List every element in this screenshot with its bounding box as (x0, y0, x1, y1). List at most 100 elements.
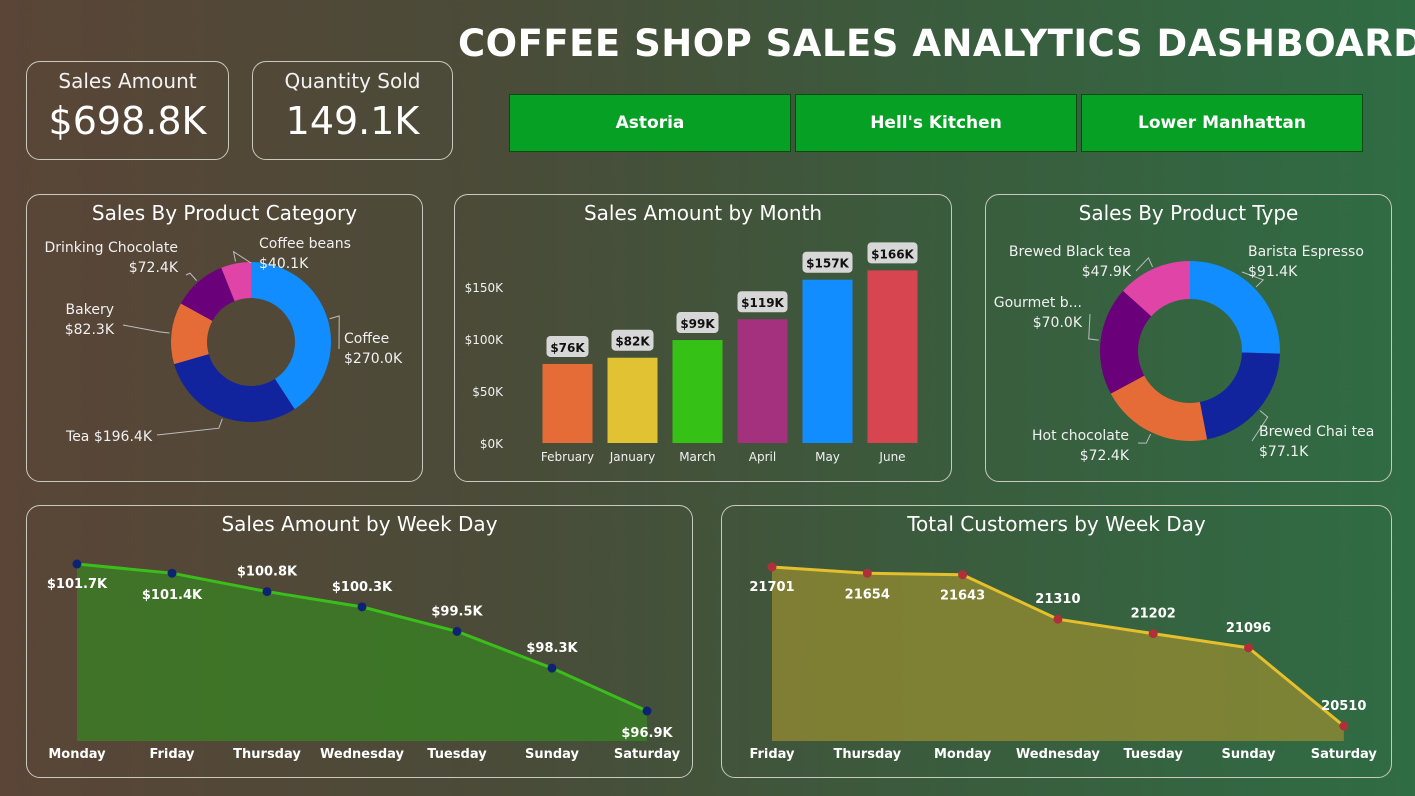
donut-value-barista-espresso: $91.4K (1248, 264, 1298, 280)
filter-button-hells-kitchen[interactable]: Hell's Kitchen (795, 94, 1077, 152)
area-fill (77, 564, 647, 741)
x-tick-label: Tuesday (427, 747, 487, 762)
leader-line-brewed-black-tea (1135, 256, 1153, 272)
x-tick-label: June (878, 450, 905, 464)
x-tick-label: Tuesday (1123, 747, 1183, 762)
data-point-monday (72, 559, 82, 569)
donut-value-gourmet-b: $70.0K (1033, 315, 1083, 331)
data-label-bg (867, 242, 918, 264)
kpi-sales-amount-value: $698.8K (48, 99, 207, 143)
panel-sales-by-weekday: Sales Amount by Week Day $101.7K Monday $1… (26, 505, 693, 778)
donut-value-bakery: $82.3K (65, 322, 115, 338)
chart-title-month: Sales Amount by Month (583, 201, 823, 225)
x-tick-label: Sunday (1221, 747, 1276, 762)
donut-slice-barista-espresso (1190, 261, 1280, 354)
donut-slice-tea (174, 354, 295, 422)
area-chart-weekday-sales: $101.7K Monday $101.4K Friday $100.8K Thursda… (47, 559, 681, 762)
data-label: $76K (550, 341, 585, 355)
panel-sales-by-category: Sales By Product Category Coffee $270.0K T… (26, 194, 423, 482)
kpi-quantity-sold-label: Quantity Sold (284, 69, 421, 93)
data-point-thursday (262, 587, 272, 597)
data-label: 21701 (749, 580, 794, 595)
donut-slice-bakery (171, 303, 213, 365)
donut-label-bakery: Bakery (66, 302, 114, 318)
x-tick-label: Saturday (1311, 747, 1378, 762)
data-point-wednesday (1053, 614, 1063, 624)
data-label: $98.3K (526, 641, 578, 656)
data-label: 21096 (1226, 621, 1271, 636)
donut-label-hot-chocolate: Hot chocolate (1032, 428, 1129, 444)
donut-label-brewed-black-tea: Brewed Black tea (1009, 244, 1131, 260)
data-point-tuesday (1148, 629, 1158, 639)
leader-line-tea (156, 418, 223, 436)
x-tick-label: March (679, 450, 716, 464)
data-label: 21643 (940, 589, 985, 604)
donut-value-coffee-beans: $40.1K (259, 256, 309, 272)
donut-value-brewed-black-tea: $47.9K (1082, 264, 1132, 280)
data-point-monday (958, 570, 968, 580)
data-label: $82K (615, 335, 650, 349)
donut-label-barista-espresso: Barista Espresso (1248, 244, 1364, 260)
donut-label-drinking-chocolate: Drinking Chocolate (44, 240, 178, 256)
data-point-sunday (547, 663, 557, 673)
y-tick-label: $50K (472, 385, 504, 399)
donut-value-drinking-chocolate: $72.4K (129, 260, 179, 276)
data-label: $101.7K (47, 577, 108, 592)
data-label-bg (611, 329, 654, 351)
chart-title-category: Sales By Product Category (91, 201, 358, 225)
data-label: 20510 (1321, 699, 1366, 714)
data-label: 21202 (1131, 607, 1176, 622)
leader-line-hot-chocolate (1137, 433, 1152, 444)
x-tick-label: Thursday (833, 747, 901, 762)
chart-title-type: Sales By Product Type (1078, 201, 1299, 225)
x-tick-label: January (609, 450, 656, 464)
data-point-friday (167, 568, 177, 578)
bar-june (867, 270, 918, 443)
leader-line-bakery (122, 324, 170, 334)
data-label: 21654 (845, 587, 890, 602)
x-tick-label: February (541, 450, 594, 464)
chart-title-weekday-sales: Sales Amount by Week Day (221, 512, 498, 536)
bar-february (542, 363, 593, 443)
filter-button-astoria[interactable]: Astoria (509, 94, 791, 152)
bar-january (607, 357, 658, 443)
data-point-thursday (862, 568, 872, 578)
leader-line-coffee (329, 315, 340, 350)
leader-line-coffee-beans (232, 250, 252, 264)
panel-customers-by-weekday: Total Customers by Week Day 21701 Friday 2… (721, 505, 1392, 778)
bar-chart-month: $0K $50K $100K $150K February $76K January $82K… (465, 242, 918, 464)
leader-line-barista-espresso (1241, 271, 1265, 288)
bar-may (802, 279, 853, 443)
data-label: $99K (680, 317, 715, 331)
x-tick-label: Monday (934, 747, 992, 762)
data-label-bg (802, 251, 853, 273)
kpi-quantity-sold-value: 149.1K (285, 99, 420, 143)
area-fill (772, 567, 1344, 741)
filter-button-lower-manhattan[interactable]: Lower Manhattan (1081, 94, 1363, 152)
data-label-bg (676, 312, 719, 334)
area-chart-weekday-customers: 21701 Friday 21654 Thursday 21643 Monday 21310… (749, 562, 1378, 762)
leader-line-drinking-chocolate (185, 272, 197, 281)
donut-slice-gourmet-b (1100, 290, 1152, 394)
x-tick-label: Sunday (525, 747, 580, 762)
x-tick-label: Monday (48, 747, 106, 762)
y-tick-label: $150K (465, 281, 505, 295)
data-point-saturday (642, 706, 652, 716)
chart-title-weekday-customers: Total Customers by Week Day (907, 512, 1206, 536)
data-label: $99.5K (431, 604, 483, 619)
data-label: 21310 (1035, 592, 1080, 607)
kpi-sales-amount-label: Sales Amount (58, 69, 197, 93)
data-label: $100.8K (237, 565, 298, 580)
x-tick-label: April (749, 450, 776, 464)
donut-slice-coffee-beans (221, 262, 251, 302)
donut-label-brewed-chai-tea: Brewed Chai tea (1259, 424, 1374, 440)
donut-chart-type: Barista Espresso $91.4K Brewed Chai tea $77… (994, 244, 1375, 464)
x-tick-label: Thursday (233, 747, 301, 762)
donut-slice-brewed-black-tea (1123, 261, 1190, 317)
donut-slice-hot-chocolate (1110, 375, 1208, 441)
data-label-bg (737, 291, 788, 313)
x-tick-label: Friday (149, 747, 195, 762)
data-point-saturday (1339, 721, 1349, 731)
y-tick-label: $100K (465, 333, 505, 347)
data-label: $101.4K (142, 588, 203, 603)
